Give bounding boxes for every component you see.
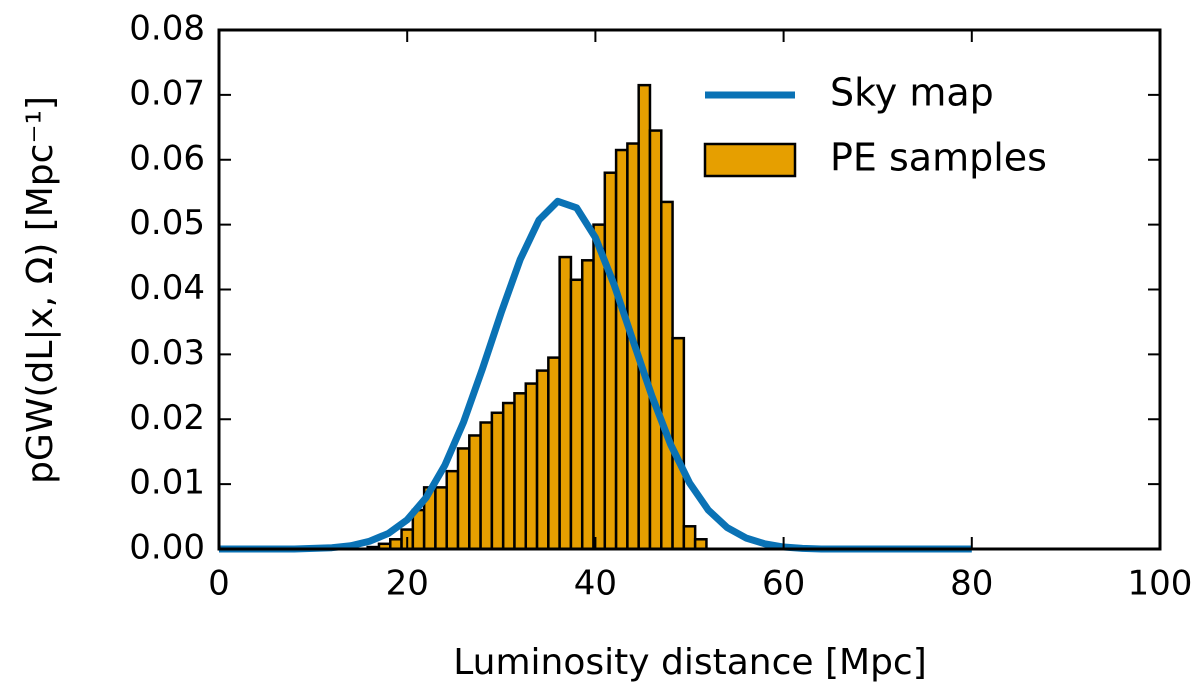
plot-frame: [217, 28, 1162, 551]
x-tick-label: 100: [1128, 564, 1193, 604]
histogram-bar: [535, 369, 550, 551]
histogram-bar: [637, 83, 652, 551]
histogram-bar: [434, 486, 448, 551]
x-tick-label: 20: [386, 564, 429, 604]
histogram-bar: [648, 129, 663, 551]
histogram-bar: [524, 382, 539, 551]
x-tick-label: 60: [762, 564, 805, 604]
y-tick-label: 0.04: [129, 268, 205, 308]
y-tick-label: 0.06: [129, 138, 205, 178]
histogram-bar: [614, 148, 629, 551]
histogram-bar: [468, 434, 482, 551]
histogram-bar: [513, 392, 528, 551]
y-tick-label: 0.05: [129, 203, 205, 243]
histogram-bar: [569, 278, 584, 551]
histogram-bar: [547, 356, 561, 551]
histogram-bar: [501, 401, 516, 551]
y-tick-label: 0.02: [129, 398, 205, 438]
histogram-bar: [592, 223, 607, 551]
y-tick-label: 0.07: [129, 73, 205, 113]
histogram-bar: [479, 421, 494, 551]
histogram-bar: [490, 411, 505, 551]
legend-label: Sky map: [830, 71, 994, 115]
x-axis-label: Luminosity distance [Mpc]: [453, 642, 927, 683]
histogram-bar: [682, 525, 697, 551]
histogram-bar: [603, 171, 618, 551]
y-tick-label: 0.01: [129, 463, 205, 503]
x-tick-label: 40: [574, 564, 617, 604]
histogram-bar: [456, 447, 471, 551]
histogram-bar: [580, 259, 595, 551]
histogram-bar: [445, 469, 460, 551]
y-tick-label: 0.08: [129, 9, 205, 49]
y-tick-label: 0.03: [129, 333, 205, 373]
histogram-bar: [558, 255, 573, 551]
legend-label: PE samples: [830, 136, 1047, 180]
y-tick-label: 0.00: [129, 528, 205, 568]
histogram-bar: [671, 336, 686, 551]
legend-swatch: [703, 142, 797, 178]
y-axis-label: pGW(dL|x, Ω) [Mpc⁻¹]: [20, 96, 61, 484]
x-tick-label: 0: [208, 564, 230, 604]
x-tick-label: 80: [950, 564, 993, 604]
histogram-bar: [660, 200, 674, 551]
